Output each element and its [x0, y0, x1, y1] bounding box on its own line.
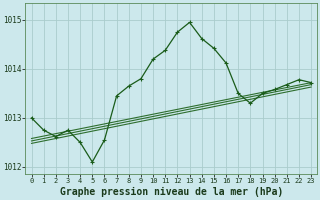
- X-axis label: Graphe pression niveau de la mer (hPa): Graphe pression niveau de la mer (hPa): [60, 187, 283, 197]
